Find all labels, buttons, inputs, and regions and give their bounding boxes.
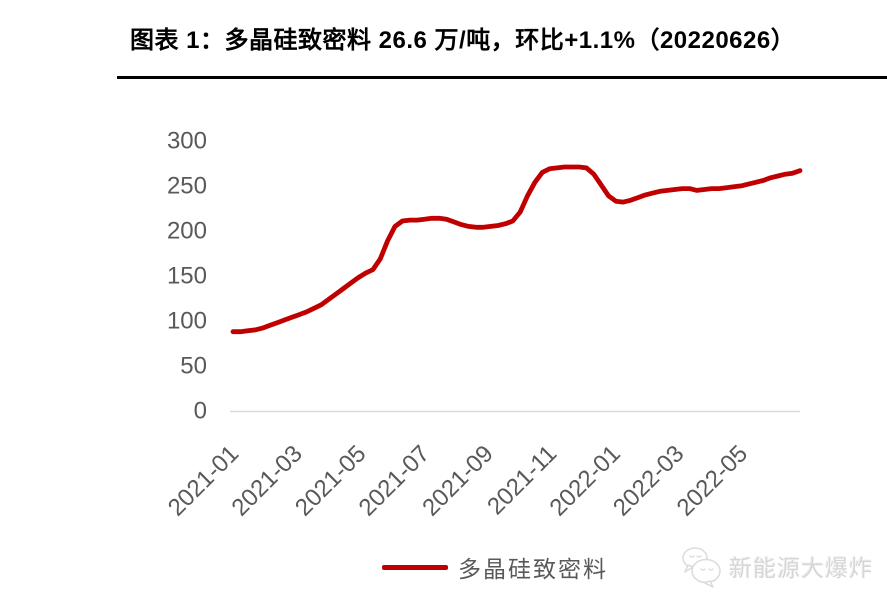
watermark: 新能源大爆炸 [680, 543, 873, 589]
y-axis-tick-label: 150 [167, 263, 207, 290]
y-axis-tick-label: 50 [180, 353, 207, 380]
series-line-polysilicon [230, 164, 803, 335]
price-chart: 0501001502002503002021-012021-032021-052… [163, 128, 803, 522]
y-axis-tick-label: 100 [167, 308, 207, 335]
title-divider [117, 76, 887, 79]
legend-line-swatch [382, 564, 448, 570]
y-axis-tick-label: 0 [194, 398, 207, 425]
chat-bubbles-icon [682, 547, 721, 588]
y-axis-tick-label: 200 [167, 218, 207, 245]
chart-legend: 多晶硅致密料 [210, 552, 780, 582]
watermark-text: 新能源大爆炸 [729, 555, 873, 581]
x-axis-tick-label: 2022-05 [672, 440, 753, 521]
y-axis-tick-label: 250 [167, 173, 207, 200]
chart-title: 图表 1：多晶硅致密料 26.6 万/吨，环比+1.1%（20220626） [130, 27, 796, 54]
legend-series-label: 多晶硅致密料 [458, 556, 608, 582]
y-axis-tick-label: 300 [167, 128, 207, 155]
x-axis-tick-label: 2021-09 [417, 440, 498, 521]
